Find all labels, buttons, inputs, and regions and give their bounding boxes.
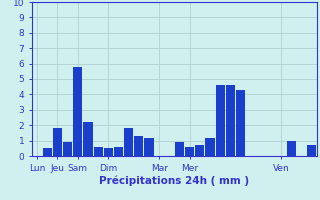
Bar bbox=[84, 122, 92, 156]
Bar bbox=[93, 147, 103, 156]
Bar bbox=[175, 142, 184, 156]
Bar bbox=[216, 85, 225, 156]
Bar bbox=[124, 128, 133, 156]
Bar bbox=[307, 145, 316, 156]
X-axis label: Précipitations 24h ( mm ): Précipitations 24h ( mm ) bbox=[99, 175, 250, 186]
Bar bbox=[43, 148, 52, 156]
Bar bbox=[195, 145, 204, 156]
Bar bbox=[73, 67, 82, 156]
Bar bbox=[144, 138, 154, 156]
Bar bbox=[63, 142, 72, 156]
Bar bbox=[236, 90, 245, 156]
Bar bbox=[185, 147, 194, 156]
Bar bbox=[53, 128, 62, 156]
Bar bbox=[114, 147, 123, 156]
Bar bbox=[134, 136, 143, 156]
Bar bbox=[226, 85, 235, 156]
Bar bbox=[205, 138, 215, 156]
Bar bbox=[287, 141, 296, 156]
Bar bbox=[104, 148, 113, 156]
